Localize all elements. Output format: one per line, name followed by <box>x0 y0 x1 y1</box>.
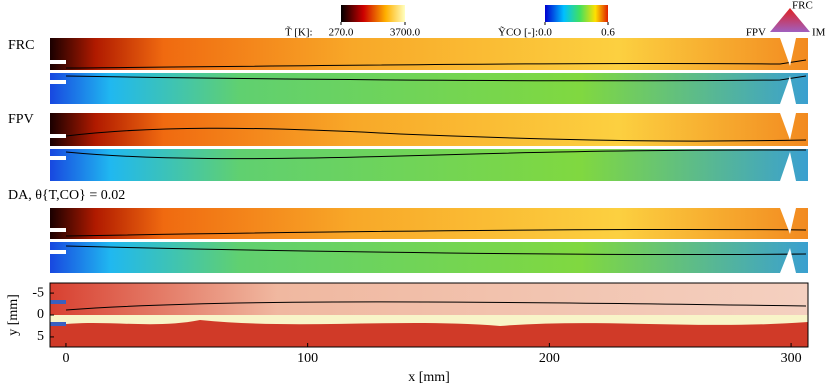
colorbar-tick-label: 0.0 <box>538 27 552 39</box>
diagnostic-panel <box>49 282 809 348</box>
x-tick-label: 300 <box>781 351 802 366</box>
x-tick-label: 200 <box>539 351 560 366</box>
y-tick-label: 0 <box>37 307 44 322</box>
colorbar-label: ỸCO [-]: <box>498 27 538 39</box>
colorbar-tick-label: 3700.0 <box>390 27 421 39</box>
x-tick-label: 100 <box>297 351 318 366</box>
legend-label: FPV <box>746 27 766 39</box>
colorbar <box>341 5 405 22</box>
colorbar-label: T̃ [K]: <box>285 25 313 38</box>
panel-label: FRC <box>8 38 34 53</box>
colorbar-tick-label: 0.6 <box>601 27 615 39</box>
colorbar <box>545 5 608 22</box>
y-tick-label: 5 <box>37 329 44 344</box>
legend-label: IM <box>812 27 826 39</box>
y-axis-label: y [mm] <box>6 294 21 336</box>
panel-label: DA, θ{T,CO} = 0.02 <box>8 188 125 203</box>
x-tick-label: 0 <box>62 351 69 366</box>
field-panels <box>50 38 808 273</box>
panel-label: FPV <box>8 112 34 127</box>
y-tick-label: -5 <box>32 285 44 300</box>
colorbar-tick-label: 270.0 <box>329 27 354 39</box>
x-axis-label: x [mm] <box>408 370 450 385</box>
legend-label: FRC <box>792 0 813 12</box>
legend-triangle <box>770 8 810 32</box>
